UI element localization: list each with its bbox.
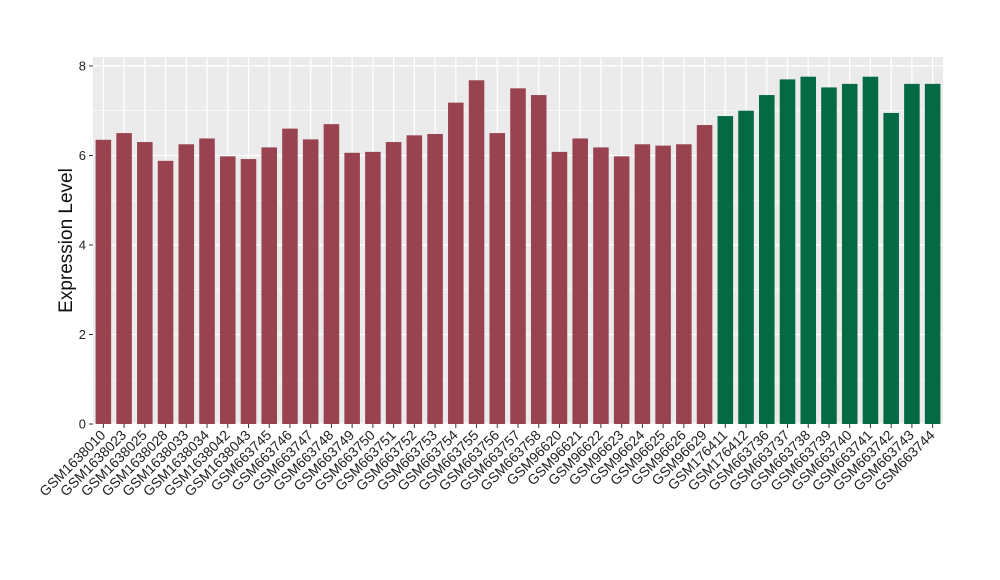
bar [116,133,132,424]
bar [841,83,858,424]
bar [924,83,941,424]
bar [821,87,837,424]
bar [634,144,651,424]
x-axis: GSM1638010GSM1638023GSM1638025GSM1638028… [36,424,938,499]
y-tick-label: 2 [79,327,86,342]
bar [385,142,402,424]
bar [406,135,423,424]
bar [717,116,734,424]
bar [95,139,112,425]
bar [240,159,257,425]
bar [593,147,609,424]
bar [676,144,692,424]
bar [510,88,526,424]
bar [779,79,796,424]
bar [800,76,817,424]
bar [904,83,920,424]
bar [261,147,277,424]
bar [282,128,298,425]
y-tick-label: 0 [79,417,86,432]
bar [468,80,485,425]
bar [738,110,754,425]
bar [448,102,464,425]
y-axis-title: Expression Level [56,168,77,313]
bar [862,76,879,424]
bar [655,145,671,425]
bar [759,95,775,424]
bar [551,151,568,424]
bar [696,125,713,424]
bar [427,133,443,425]
bar [137,142,153,424]
bar [219,156,236,425]
bar [199,138,215,424]
bar [530,95,547,424]
bar [178,144,195,424]
bar [883,112,899,424]
bars [95,76,941,425]
bar [323,124,340,424]
bar [157,160,174,424]
bar [613,156,630,425]
bar [365,151,381,424]
bar [572,138,588,424]
bar [489,133,506,424]
y-tick-label: 6 [79,148,86,163]
y-axis: 0 2 4 6 8 [79,58,93,432]
bar [302,139,319,424]
y-tick-label: 4 [79,237,86,252]
y-tick-label: 8 [79,58,86,73]
bar [344,152,360,424]
